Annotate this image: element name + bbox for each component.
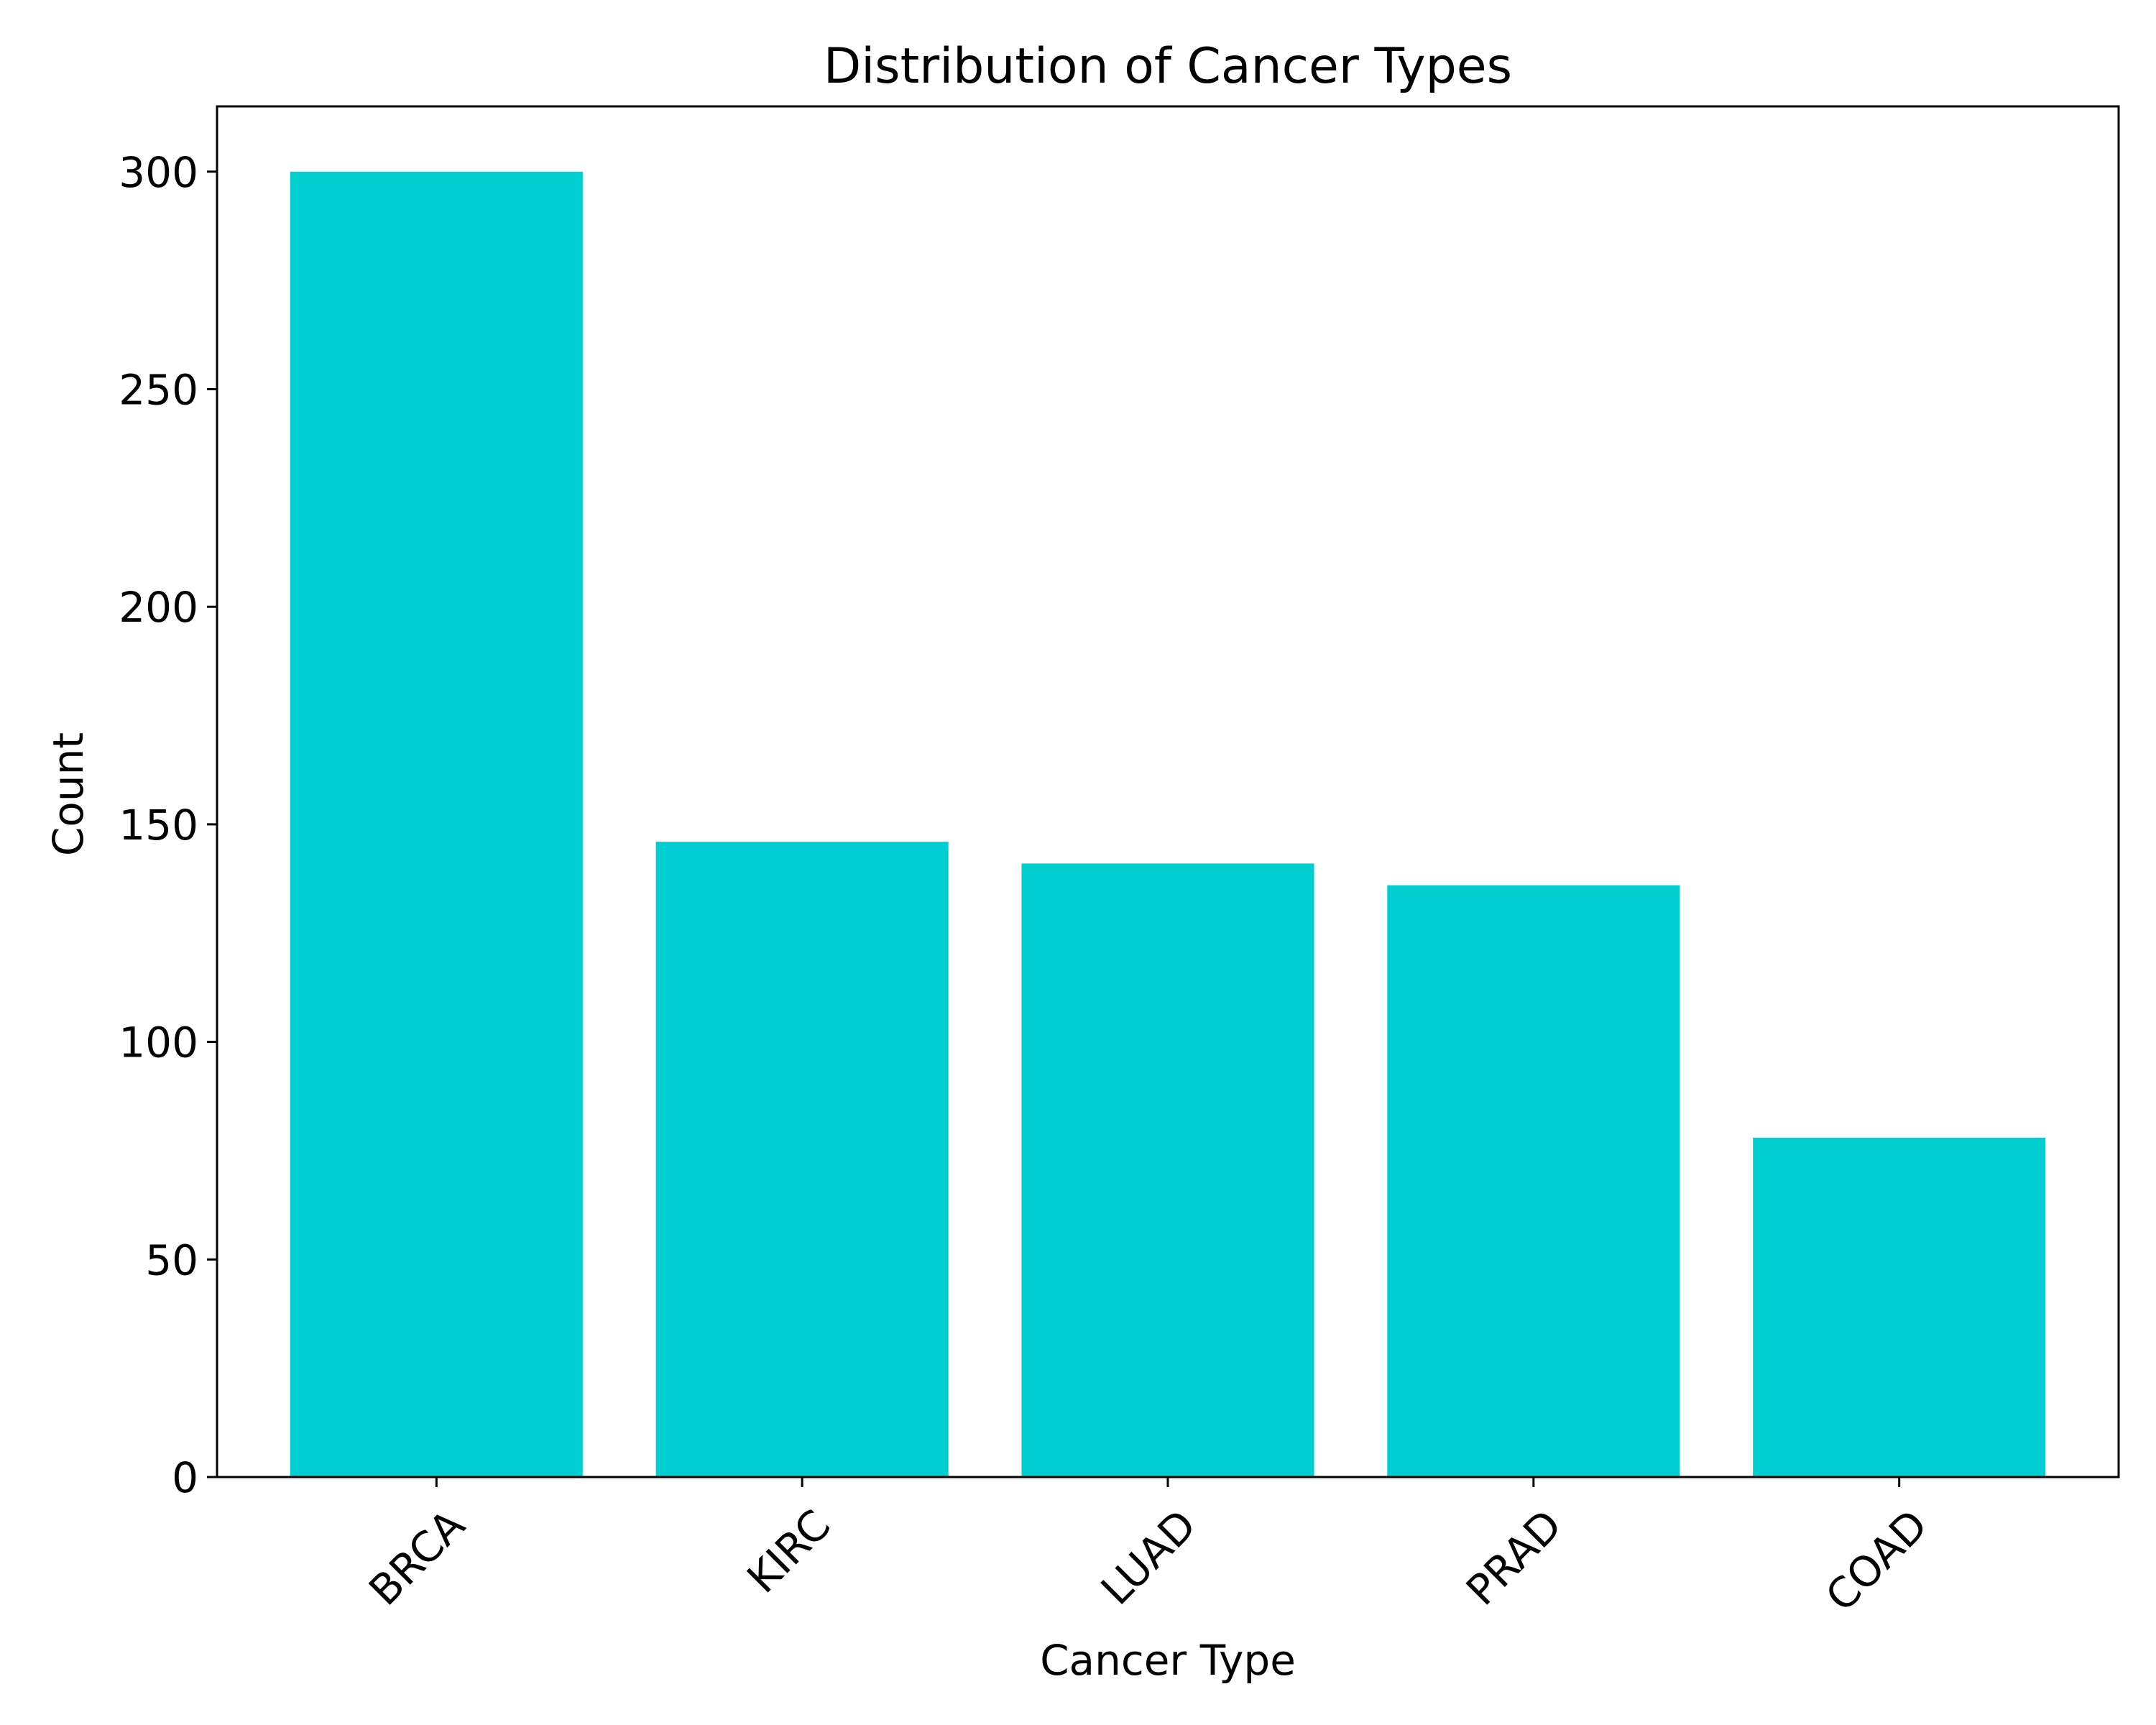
bar-kirc: [655, 842, 949, 1477]
y-axis-label: Count: [44, 732, 93, 856]
plot-frame: [216, 105, 2120, 1478]
y-axis: 0 50 100 150 200 250 300: [119, 148, 217, 1502]
y-tick-label-300: 300: [119, 148, 198, 197]
chart-title: Distribution of Cancer Types: [824, 38, 1512, 95]
y-tick-label-0: 0: [172, 1453, 198, 1502]
bar-coad: [1753, 1137, 2046, 1477]
x-axis-label: Cancer Type: [1040, 1636, 1296, 1685]
y-tick-label-200: 200: [119, 583, 198, 632]
bars-group: [290, 171, 2046, 1477]
y-tick-label-50: 50: [145, 1236, 198, 1284]
y-tick-label-150: 150: [119, 801, 198, 850]
bar-prad: [1387, 885, 1680, 1477]
bar-luad: [1021, 863, 1314, 1477]
y-tick-label-250: 250: [119, 366, 198, 415]
bar-brca: [290, 171, 583, 1477]
y-tick-label-100: 100: [119, 1018, 198, 1067]
